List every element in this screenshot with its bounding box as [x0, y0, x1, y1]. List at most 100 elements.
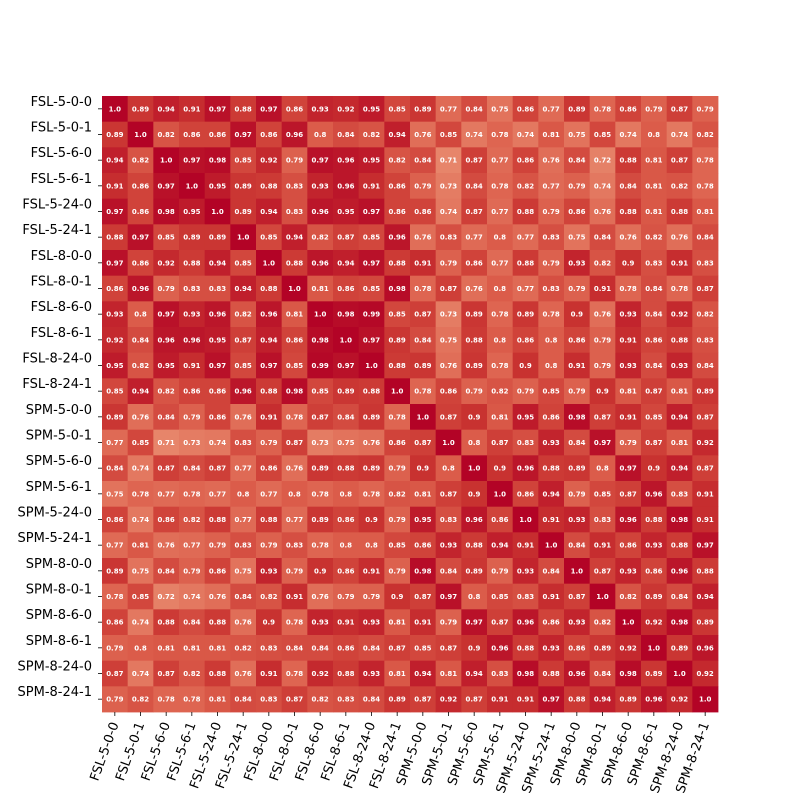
cell-value-label: 0.91 [543, 516, 560, 524]
cell-value-label: 0.79 [286, 567, 303, 575]
heatmap-cell [384, 532, 411, 559]
heatmap-cell [461, 301, 488, 328]
cell-value-label: 0.82 [183, 516, 200, 524]
heatmap-cell [641, 455, 668, 482]
cell-value-label: 0.79 [363, 593, 380, 601]
cell-value-label: 0.84 [594, 234, 611, 242]
heatmap-cell [564, 429, 591, 456]
heatmap-cell [333, 378, 360, 405]
cell-value-label: 1.0 [622, 619, 635, 627]
heatmap-cell [435, 660, 462, 687]
cell-value-label: 0.86 [209, 131, 226, 139]
cell-value-label: 0.74 [132, 516, 149, 524]
heatmap-cell [307, 686, 334, 713]
heatmap-cell [384, 96, 411, 123]
cell-value-label: 0.81 [389, 670, 406, 678]
heatmap-cell [615, 481, 642, 508]
cell-value-label: 0.87 [440, 490, 457, 498]
cell-value-label: 0.87 [671, 105, 688, 113]
cell-value-label: 0.85 [414, 644, 431, 652]
y-tick-label: FSL-5-0-1 [31, 121, 92, 136]
cell-value-label: 0.74 [440, 208, 457, 216]
heatmap-cell [384, 686, 411, 713]
cell-value-label: 0.75 [337, 439, 354, 447]
heatmap-cell [615, 558, 642, 585]
cell-value-label: 0.79 [106, 696, 123, 704]
cell-value-label: 0.84 [645, 311, 662, 319]
cell-value-label: 0.88 [183, 259, 200, 267]
cell-value-label: 0.86 [260, 131, 277, 139]
cell-value-label: 0.89 [645, 670, 662, 678]
heatmap-cell [333, 404, 360, 431]
heatmap-cell [333, 609, 360, 636]
heatmap-cell [384, 660, 411, 687]
heatmap-cell [641, 198, 668, 225]
cell-value-label: 0.89 [620, 696, 637, 704]
heatmap-cell [230, 686, 257, 713]
heatmap-cell [153, 429, 180, 456]
heatmap-cell [102, 404, 129, 431]
heatmap-cell [204, 275, 231, 302]
cell-value-label: 0.82 [132, 696, 149, 704]
heatmap-cell [615, 635, 642, 662]
heatmap-cell [410, 506, 437, 533]
heatmap-cell [461, 275, 488, 302]
cell-value-label: 0.76 [543, 157, 560, 165]
heatmap-cell [589, 96, 616, 123]
cell-value-label: 0.9 [391, 593, 404, 601]
heatmap-cell [281, 121, 308, 148]
heatmap-cell [538, 635, 565, 662]
heatmap-cell [641, 686, 668, 713]
cell-value-label: 0.85 [491, 593, 508, 601]
heatmap-cell [641, 378, 668, 405]
heatmap-cell [666, 352, 693, 379]
heatmap-cell [153, 250, 180, 277]
cell-value-label: 0.85 [389, 105, 406, 113]
cell-value-label: 0.73 [312, 439, 329, 447]
axis-ticks [98, 108, 706, 716]
heatmap-cell [589, 404, 616, 431]
cell-value-label: 0.79 [414, 182, 431, 190]
heatmap-cell [333, 224, 360, 251]
heatmap-cell [538, 481, 565, 508]
cell-value-label: 0.74 [183, 593, 200, 601]
cell-value-label: 0.87 [594, 567, 611, 575]
heatmap-cell [307, 635, 334, 662]
cell-value-label: 0.82 [389, 490, 406, 498]
heatmap-cell [307, 532, 334, 559]
heatmap-cell [153, 224, 180, 251]
cell-value-label: 0.76 [440, 362, 457, 370]
heatmap-cell [153, 352, 180, 379]
heatmap-cell [692, 532, 719, 559]
cell-value-label: 0.87 [697, 465, 714, 473]
cell-value-label: 0.85 [594, 490, 611, 498]
heatmap-cell [204, 173, 231, 200]
cell-value-label: 0.82 [645, 234, 662, 242]
heatmap-cell [179, 532, 206, 559]
heatmap-cell [435, 327, 462, 354]
cell-value-label: 0.81 [671, 439, 688, 447]
cell-value-label: 0.82 [620, 593, 637, 601]
cell-value-label: 0.84 [568, 157, 585, 165]
cell-value-label: 0.84 [183, 619, 200, 627]
cell-value-label: 0.89 [106, 131, 123, 139]
cell-value-label: 0.94 [235, 285, 252, 293]
heatmap-cell [641, 173, 668, 200]
cell-value-label: 0.75 [440, 336, 457, 344]
cell-value-label: 0.97 [620, 465, 637, 473]
cell-value-label: 0.86 [106, 516, 123, 524]
cell-value-label: 0.79 [337, 593, 354, 601]
cell-value-label: 0.78 [312, 490, 329, 498]
heatmap-cell [487, 635, 514, 662]
cell-value-label: 0.82 [594, 259, 611, 267]
cell-value-label: 0.87 [158, 465, 175, 473]
heatmap-cell [410, 660, 437, 687]
cell-value-label: 0.89 [466, 567, 483, 575]
heatmap-cell [487, 224, 514, 251]
heatmap-cell [641, 660, 668, 687]
heatmap-cell [615, 147, 642, 174]
heatmap-cell [512, 660, 539, 687]
heatmap-cell [461, 327, 488, 354]
heatmap-cell [307, 429, 334, 456]
cell-value-label: 0.77 [158, 490, 175, 498]
